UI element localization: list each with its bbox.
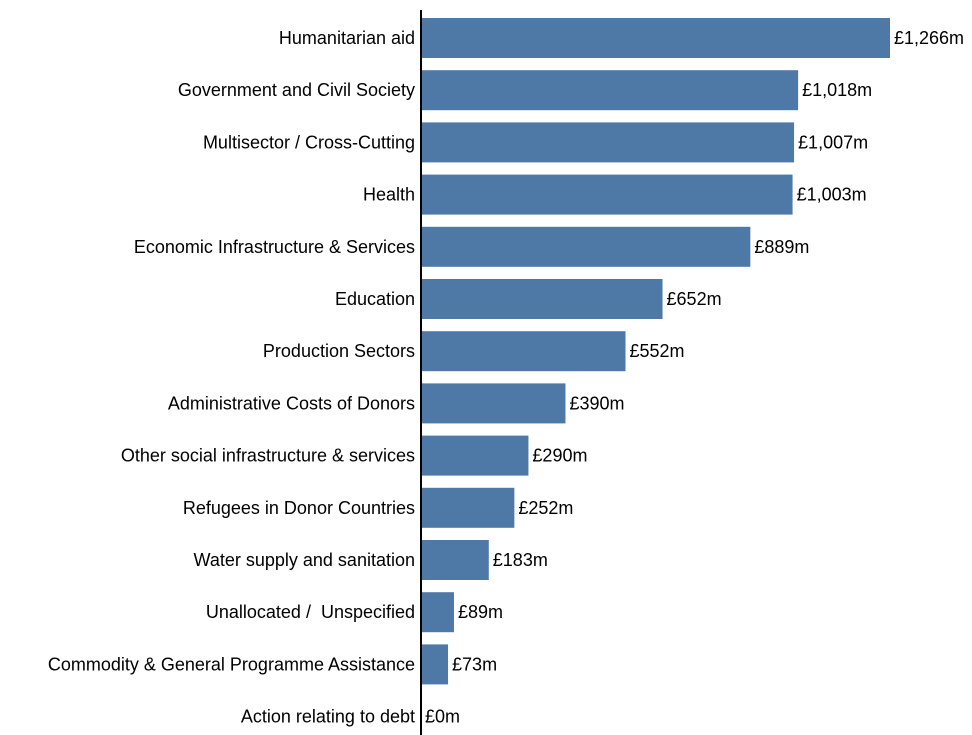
bar: [421, 70, 799, 111]
bar: [421, 540, 489, 580]
category-label: Other social infrastructure & services: [121, 446, 415, 466]
value-labels-group: £1,266m £1,018m £1,007m £1,003m £889m £652m £5…: [425, 28, 964, 727]
value-label: £89m: [458, 602, 503, 622]
value-label: £1,007m: [798, 132, 868, 152]
value-label: £390m: [569, 393, 624, 413]
category-label: Multisector / Cross-Cutting: [203, 132, 415, 152]
category-label: Production Sectors: [263, 341, 415, 361]
value-label: £1,018m: [802, 80, 872, 100]
value-label: £652m: [667, 289, 722, 309]
value-label: £1,266m: [894, 28, 964, 48]
category-label: Water supply and sanitation: [194, 550, 415, 570]
value-label: £889m: [754, 237, 809, 257]
category-labels-group: Humanitarian aid Government and Civil Soc…: [48, 28, 415, 727]
bar: [421, 18, 890, 58]
bar: [421, 592, 454, 633]
bar: [421, 644, 449, 685]
value-label: £183m: [493, 550, 548, 570]
category-label: Economic Infrastructure & Services: [134, 237, 415, 257]
category-label: Humanitarian aid: [279, 28, 415, 48]
value-label: £0m: [425, 707, 460, 727]
category-label: Action relating to debt: [241, 707, 415, 727]
value-label: £1,003m: [797, 185, 867, 205]
bar: [421, 435, 529, 476]
category-label: Education: [335, 289, 415, 309]
category-label: Commodity & General Programme Assistance: [48, 654, 415, 674]
bar: [421, 122, 795, 163]
value-label: £252m: [518, 498, 573, 518]
bars-group: [421, 18, 890, 685]
category-label: Government and Civil Society: [178, 80, 415, 100]
bar: [421, 487, 515, 528]
bar: [421, 279, 663, 319]
category-label: Unallocated / Unspecified: [206, 602, 415, 622]
bar: [421, 226, 751, 267]
value-label: £73m: [452, 654, 497, 674]
bar: [421, 331, 626, 372]
category-label: Administrative Costs of Donors: [168, 393, 415, 413]
category-label: Refugees in Donor Countries: [183, 498, 415, 518]
bar: [421, 383, 566, 424]
value-label: £552m: [629, 341, 684, 361]
value-label: £290m: [532, 446, 587, 466]
bar: [421, 174, 793, 215]
category-label: Health: [363, 185, 415, 205]
